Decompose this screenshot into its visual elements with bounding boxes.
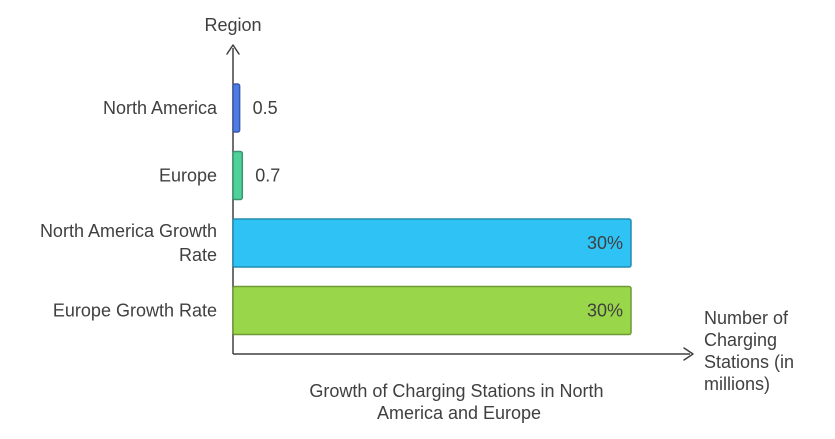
chart-title-line: America and Europe xyxy=(377,403,541,423)
x-axis-title-line: Stations (in xyxy=(704,352,794,372)
y-axis-arrowhead-icon xyxy=(226,44,240,55)
x-axis-title-line: Number of xyxy=(704,308,789,328)
x-axis-title: Number of Charging Stations (in millions… xyxy=(704,308,799,394)
bar-value-label: 0.5 xyxy=(253,98,278,118)
category-label-line: North America Growth xyxy=(40,221,217,241)
bar-value-label: 0.7 xyxy=(255,166,280,186)
chart-title-line: Growth of Charging Stations in North xyxy=(309,381,603,401)
category-label: Europe xyxy=(159,166,217,186)
category-label-line: Rate xyxy=(179,245,217,265)
bar xyxy=(232,150,244,201)
bars-group: 0.5 North America 0.7 Europe 30% North Americ… xyxy=(40,83,632,336)
category-label-line: Europe Growth Rate xyxy=(53,301,217,321)
bar xyxy=(232,83,241,133)
category-label: North America Growth Rate xyxy=(40,221,217,265)
category-label-line: Europe xyxy=(159,166,217,186)
x-axis-title-line: millions) xyxy=(704,374,770,394)
category-label-line: North America xyxy=(103,98,218,118)
bar-value-label: 30% xyxy=(587,233,623,253)
category-label: North America xyxy=(103,98,218,118)
bar xyxy=(232,218,632,268)
x-axis-title-line: Charging xyxy=(704,330,777,350)
y-axis-title: Region xyxy=(204,15,261,35)
bar xyxy=(232,285,632,336)
chart-title: Growth of Charging Stations in North Ame… xyxy=(309,381,608,423)
category-label: Europe Growth Rate xyxy=(53,301,217,321)
x-axis-arrowhead-icon xyxy=(683,347,694,361)
bar-value-label: 30% xyxy=(587,301,623,321)
